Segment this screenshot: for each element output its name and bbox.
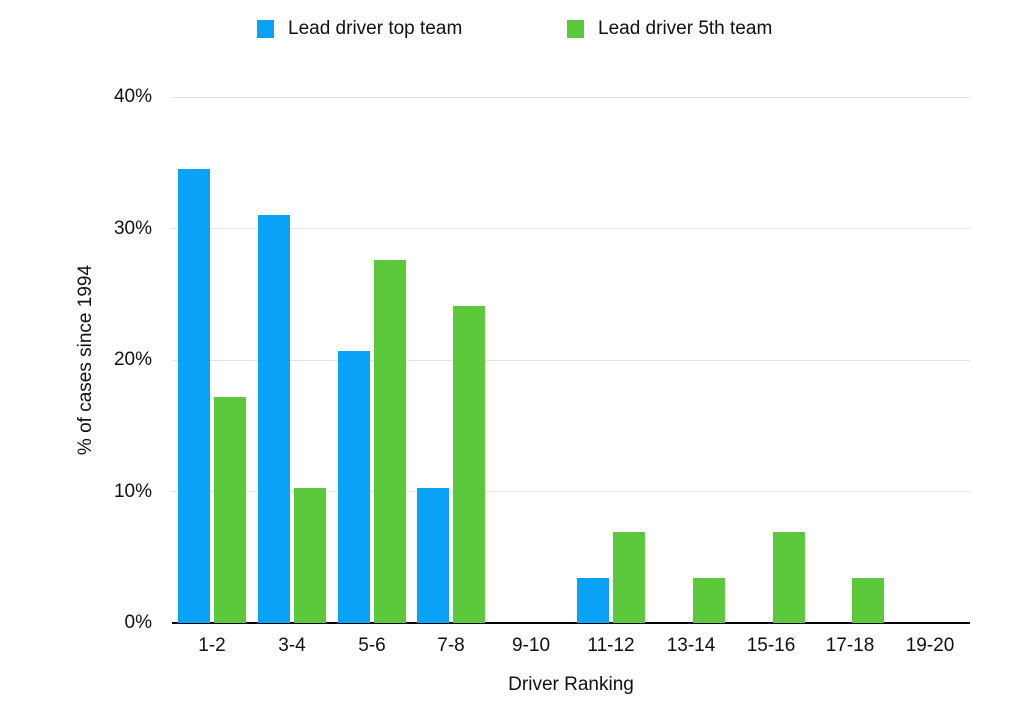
x-tick-label: 5-6	[358, 635, 386, 656]
bar-5th-team-3-4	[294, 488, 326, 623]
bar-5th-team-11-12	[613, 532, 645, 623]
bar-5th-team-5-6	[374, 260, 406, 623]
x-axis-line	[172, 622, 970, 624]
y-tick-label: 40%	[113, 86, 152, 107]
legend-label-5th-team: Lead driver 5th team	[598, 18, 773, 39]
legend-item-top-team: Lead driver top team	[257, 18, 462, 40]
legend-label-top-team: Lead driver top team	[288, 18, 463, 39]
x-tick-label: 11-12	[587, 635, 635, 656]
legend-swatch-green-icon	[567, 20, 584, 38]
y-tick-label: 30%	[113, 218, 152, 239]
x-tick-label: 7-8	[437, 635, 465, 656]
bar-5th-team-13-14	[693, 578, 725, 623]
bar-top-team-7-8	[417, 488, 449, 623]
y-tick-label: 0%	[124, 612, 152, 633]
legend-item-5th-team: Lead driver 5th team	[567, 18, 772, 40]
bar-5th-team-7-8	[453, 306, 485, 623]
x-tick-label: 9-10	[511, 635, 551, 656]
gridline	[172, 96, 970, 98]
plot-area	[172, 96, 970, 624]
x-axis-tick-labels: 1-2 3-4 5-6 7-8 9-10 11-12 13-14 15-16 17-18 19-2…	[172, 635, 970, 659]
bar-top-team-3-4	[258, 215, 290, 623]
bar-5th-team-17-18	[852, 578, 884, 623]
legend-swatch-blue-icon	[257, 20, 274, 38]
bar-5th-team-15-16	[773, 532, 805, 623]
x-tick-label: 15-16	[746, 635, 796, 656]
bar-5th-team-1-2	[214, 397, 246, 623]
x-tick-label: 17-18	[825, 635, 875, 656]
y-tick-label: 20%	[113, 349, 152, 370]
bar-top-team-1-2	[178, 169, 210, 623]
x-tick-label: 13-14	[666, 635, 716, 656]
bar-top-team-5-6	[338, 351, 370, 623]
y-tick-label: 10%	[113, 481, 152, 502]
bar-top-team-11-12	[577, 578, 609, 623]
x-tick-label: 1-2	[198, 635, 226, 656]
x-tick-label: 19-20	[905, 635, 955, 656]
gridline	[172, 491, 970, 492]
gridline	[172, 228, 970, 229]
x-axis-title: Driver Ranking	[508, 674, 634, 695]
gridline	[172, 359, 970, 361]
x-tick-label: 3-4	[278, 635, 306, 656]
